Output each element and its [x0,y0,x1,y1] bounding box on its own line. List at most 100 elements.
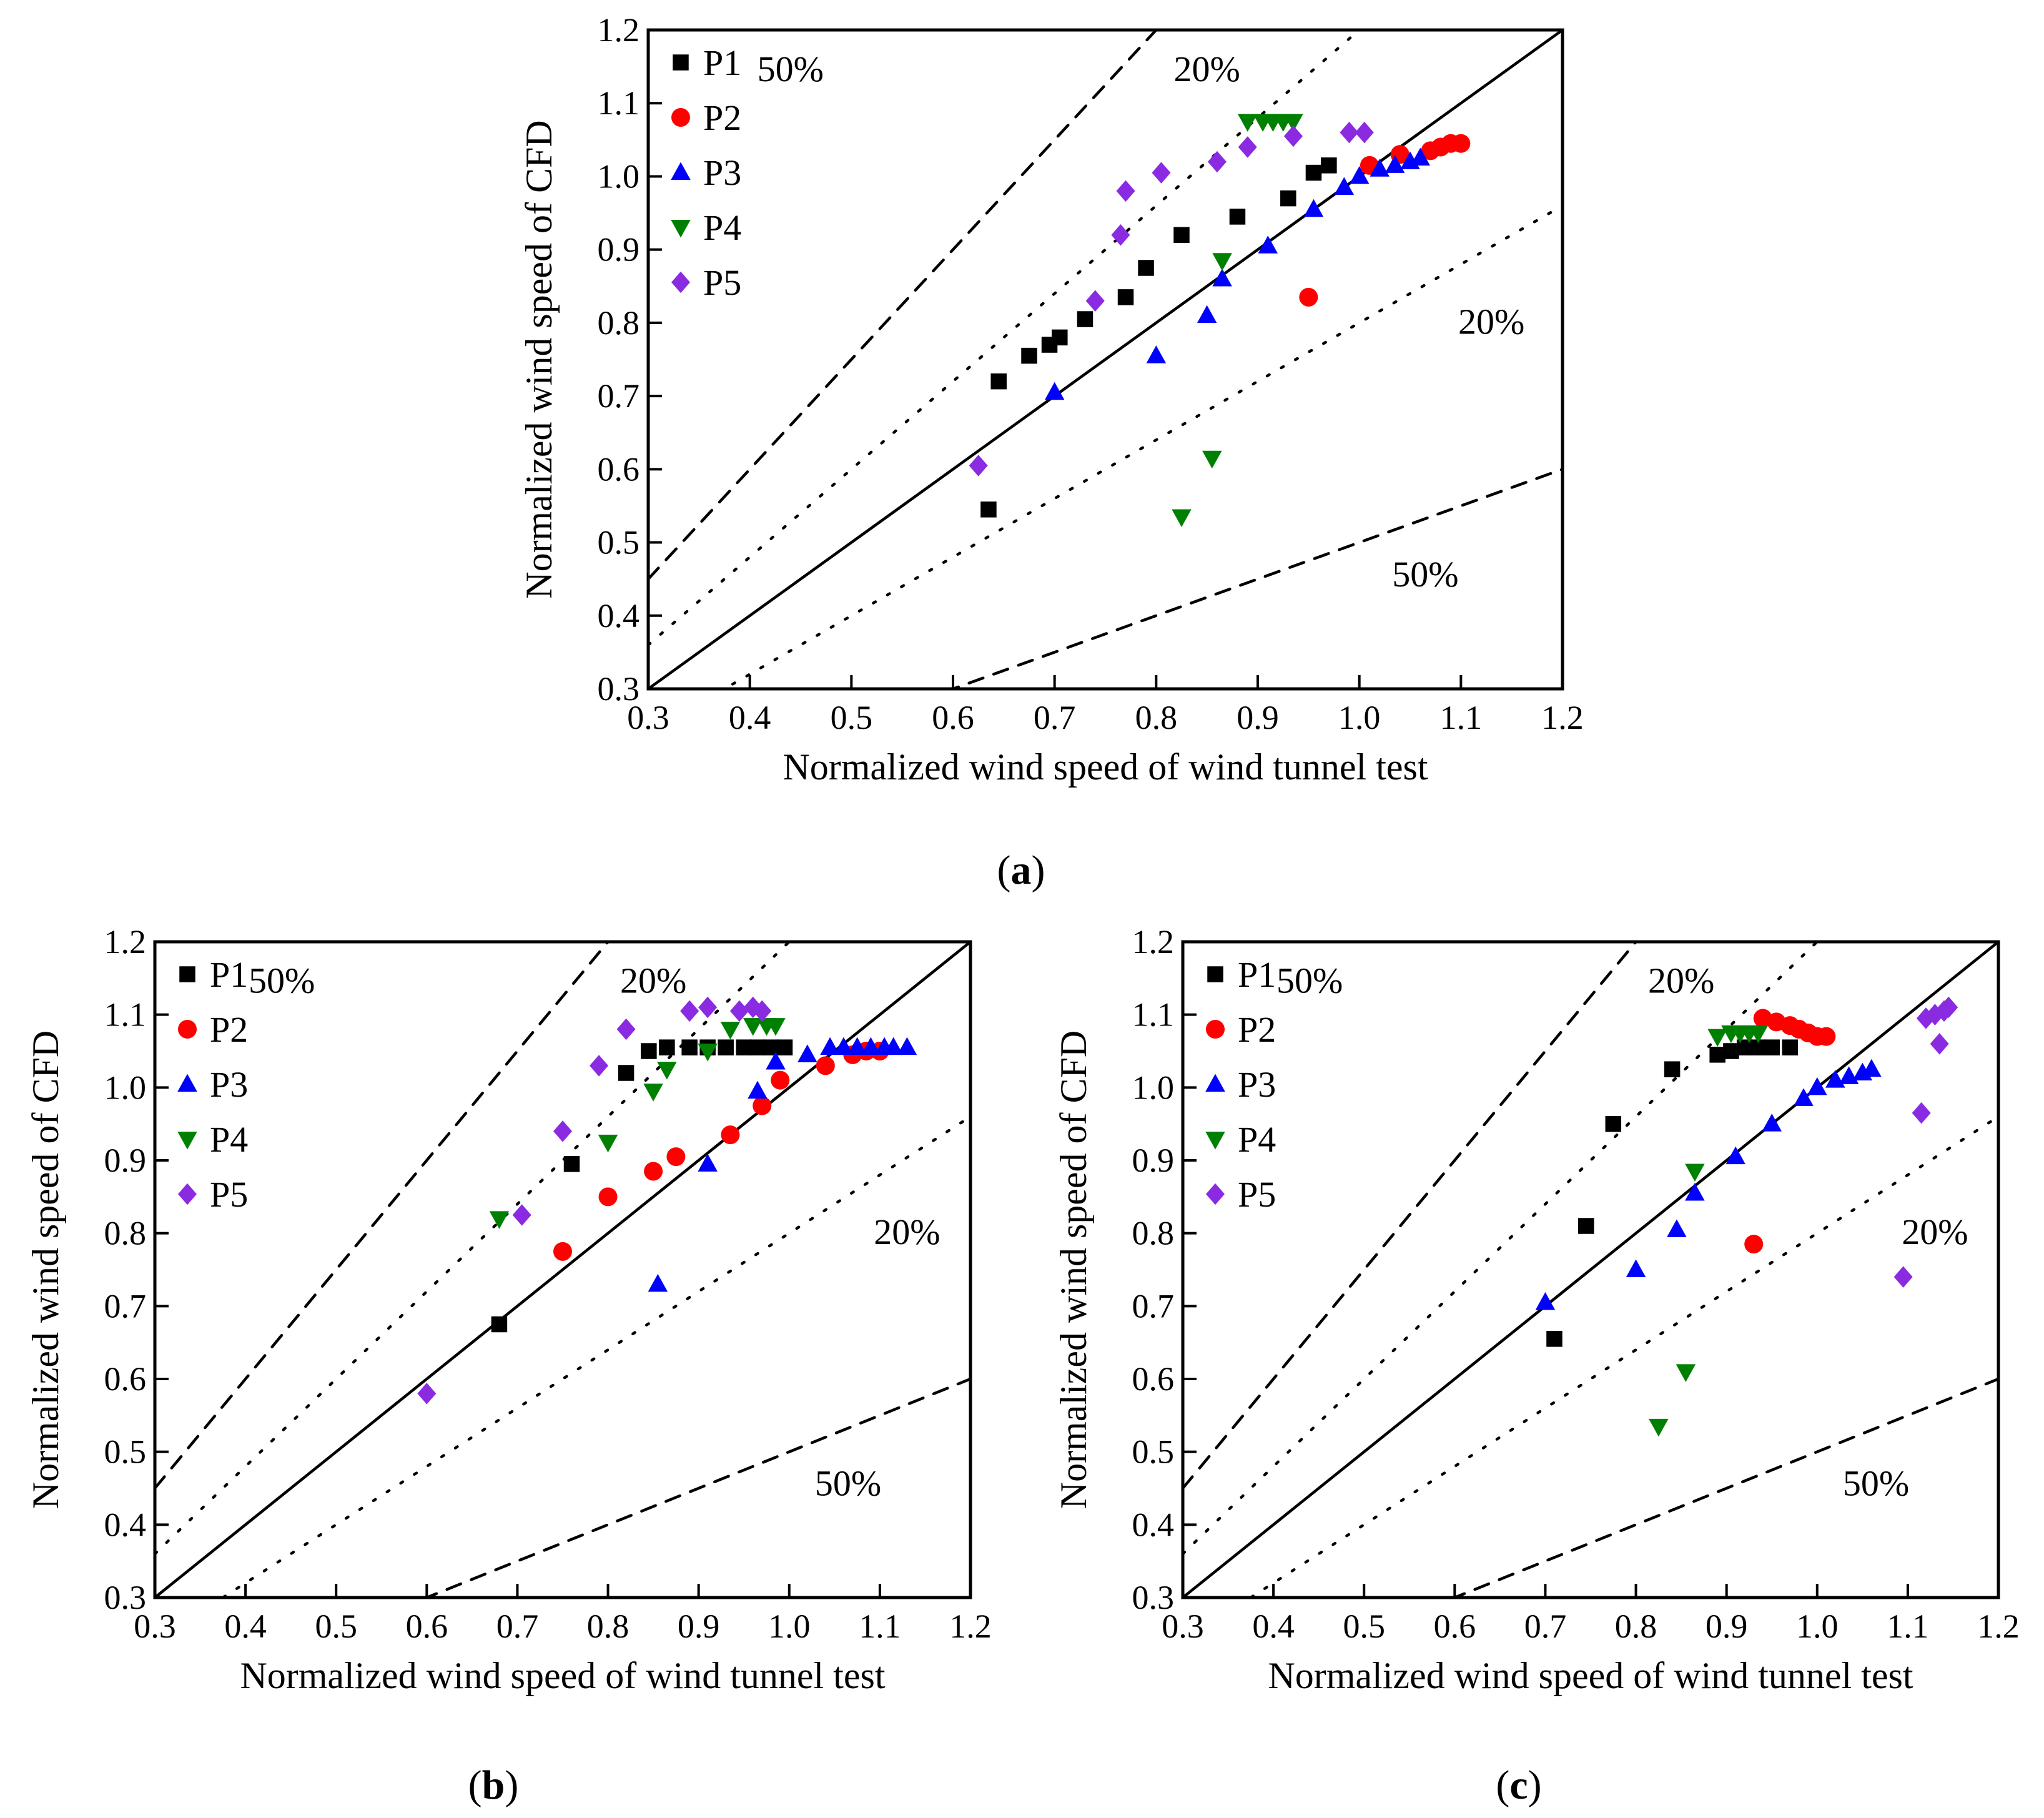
legend-marker [671,108,690,127]
legend-label: P5 [210,1174,248,1215]
data-point [598,1187,618,1207]
data-points [417,996,917,1405]
legend-marker [1205,1074,1225,1092]
data-point [990,373,1007,390]
x-tick-label: 0.8 [1615,1608,1657,1645]
x-tick-label: 0.4 [729,699,771,736]
series-p2 [553,1042,889,1261]
data-point [1197,305,1217,324]
x-tick-label: 0.6 [932,699,974,736]
legend-label: P4 [703,207,741,248]
line-plus-50-percent [155,942,610,1490]
x-tick-label: 0.4 [1252,1608,1295,1645]
data-point [512,1204,531,1226]
data-point [1807,1077,1827,1095]
data-point [1676,1364,1696,1382]
x-tick-label: 1.0 [1338,699,1381,736]
data-point [1649,1418,1669,1437]
data-point [698,1154,718,1172]
label-upper-20-percent: 20% [620,961,686,1001]
label-lower-50-percent: 50% [815,1463,881,1504]
x-tick-label: 0.4 [224,1608,267,1645]
data-point [1744,1235,1764,1254]
data-point [969,455,988,477]
y-tick-label: 0.4 [1132,1506,1175,1543]
legend-label: P5 [1238,1174,1276,1215]
data-point [590,1055,609,1077]
series-p4 [489,1018,786,1229]
y-tick-label: 0.5 [598,524,640,561]
legend-marker [177,1132,197,1150]
data-point [1893,1266,1913,1288]
axis-ticks: 0.3 0.4 0.5 0.6 0.7 0.8 0.9 1.0 1.1 1.2 0.3 0.4 0.5 0… [598,11,1584,736]
data-point [766,1052,786,1070]
line-plus-20-percent [1183,942,1820,1556]
data-point [1283,125,1303,147]
data-point [659,1039,675,1055]
series-p1 [491,1039,793,1333]
data-points [969,114,1471,528]
series-p5 [417,996,772,1405]
y-tick-label: 0.7 [1132,1287,1175,1325]
legend-marker [177,1074,197,1092]
x-tick-label: 0.9 [678,1608,720,1645]
plot-frame [1181,940,2000,1599]
data-point [681,1039,698,1055]
data-point [1212,269,1232,287]
x-tick-label: 0.7 [1524,1608,1567,1645]
data-point [753,1096,772,1115]
data-point [698,1044,718,1062]
panel-b: (b) 0.3 0.4 0.5 0.6 0.7 0.8 0.9 1.0 1.1 1.2 0.3 0.4… [25,923,992,1808]
data-point [1146,345,1167,363]
x-tick-label: 1.1 [1887,1608,1929,1645]
data-point [553,1120,572,1142]
label-lower-50-percent: 50% [1843,1463,1909,1504]
line-1-to-1 [648,30,1563,689]
x-axis-title: Normalized wind speed of wind tunnel tes… [783,746,1428,788]
legend-marker [671,162,691,180]
data-point [1685,1163,1705,1182]
x-tick-label: 0.5 [831,699,873,736]
data-point [1021,347,1037,364]
data-point [1605,1115,1622,1132]
x-tick-label: 1.0 [1796,1608,1839,1645]
data-point [1237,114,1258,132]
data-point [1370,159,1390,177]
series-p2 [1299,134,1471,307]
data-point [718,1039,734,1055]
data-point [1726,1146,1745,1165]
y-tick-label: 0.5 [104,1433,147,1471]
reference-lines [1183,942,1998,1598]
x-tick-label: 0.6 [1434,1608,1476,1645]
data-point [980,501,997,518]
y-tick-label: 1.1 [104,996,147,1034]
y-tick-label: 0.9 [104,1142,147,1179]
data-point [1709,1047,1726,1063]
data-point [1748,1025,1769,1044]
data-point [616,1018,636,1040]
data-point [820,1037,840,1055]
data-point [491,1316,508,1333]
data-point [1280,190,1296,207]
legend-label: P3 [703,152,741,193]
data-point [1736,1039,1753,1055]
data-point [1577,1218,1594,1234]
data-point [1762,1114,1782,1132]
plot-frame [646,28,1564,691]
series-p5 [969,121,1374,477]
data-point [816,1056,835,1075]
line-1-to-1 [1183,942,1998,1598]
series-p3 [648,1037,917,1292]
x-axis-title: Normalized wind speed of wind tunnel tes… [1268,1655,1913,1696]
x-tick-label: 0.5 [315,1608,357,1645]
data-point [1303,199,1324,217]
data-point [1451,134,1471,153]
y-tick-label: 0.6 [104,1360,147,1398]
data-point [666,1147,686,1167]
data-point [1229,209,1246,225]
data-point [618,1065,634,1081]
data-point [1664,1061,1681,1077]
legend-label: P4 [210,1119,248,1160]
data-point [644,1162,663,1181]
line-plus-50-percent [648,30,1158,581]
